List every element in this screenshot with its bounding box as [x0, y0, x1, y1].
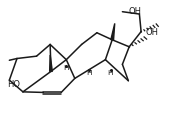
Text: H: H — [108, 69, 113, 76]
Text: OH: OH — [145, 28, 158, 37]
Text: H: H — [87, 69, 92, 76]
Text: HO: HO — [7, 80, 20, 89]
Polygon shape — [50, 55, 52, 71]
Polygon shape — [111, 23, 115, 40]
Text: OH: OH — [128, 7, 141, 16]
Text: H: H — [64, 65, 69, 71]
